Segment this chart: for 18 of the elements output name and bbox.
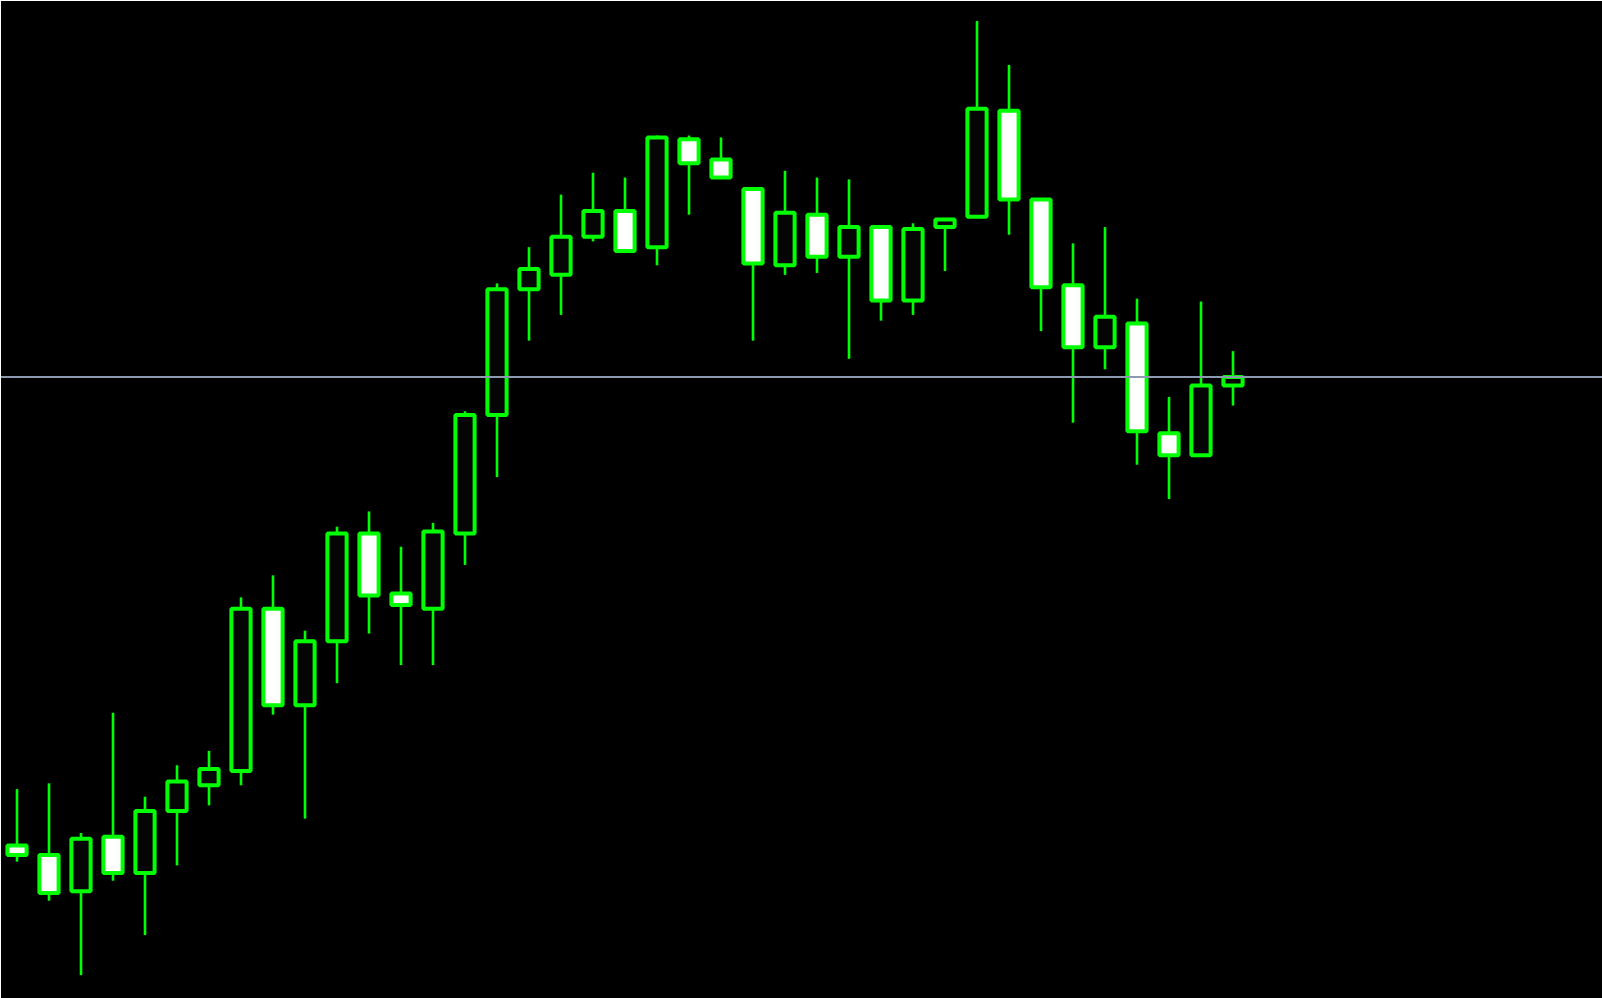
candlestick xyxy=(677,134,701,217)
candlestick xyxy=(709,136,733,180)
candlestick xyxy=(1157,395,1181,501)
candlestick xyxy=(5,787,29,863)
candlestick xyxy=(933,217,957,273)
candlestick xyxy=(101,711,125,882)
candlestick xyxy=(517,245,541,342)
candlestick xyxy=(389,545,413,667)
candlestick xyxy=(37,782,61,903)
candlestick xyxy=(805,176,829,275)
candlestick xyxy=(581,171,605,243)
candlestick xyxy=(197,749,221,807)
candlestick xyxy=(1093,225,1117,371)
candlestick xyxy=(1221,349,1245,407)
candlestick xyxy=(165,763,189,867)
candlestick xyxy=(549,193,573,317)
candlestick xyxy=(837,178,861,361)
candlestick xyxy=(613,176,637,255)
